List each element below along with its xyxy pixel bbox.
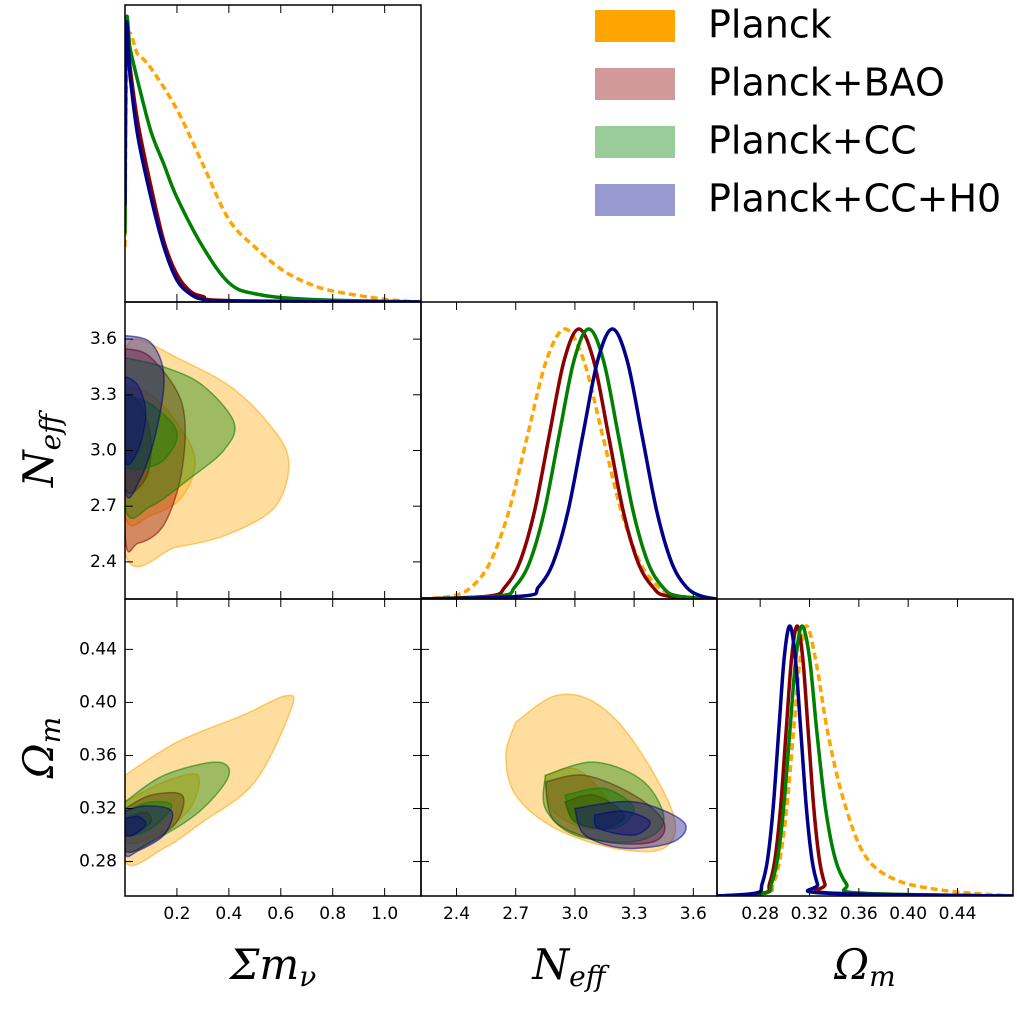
- legend-swatch: [595, 10, 675, 42]
- density-line: [421, 327, 717, 599]
- density-line: [421, 327, 717, 599]
- panel: [505, 693, 687, 853]
- x-tick-label: 2.7: [502, 904, 529, 924]
- panel-frame: [716, 598, 1014, 897]
- panel: [125, 334, 290, 568]
- density-line: [421, 327, 717, 599]
- y-axis-label: Ωm: [14, 717, 67, 779]
- contour: [593, 810, 651, 836]
- contour: [125, 805, 174, 858]
- label-sub: ν: [299, 960, 316, 993]
- label-base: Ω: [833, 940, 869, 989]
- density-line: [717, 624, 1013, 896]
- y-tick-label: 2.4: [90, 552, 117, 572]
- contour: [542, 761, 665, 844]
- contour: [125, 375, 147, 466]
- contour: [544, 767, 616, 830]
- contour: [125, 694, 295, 867]
- contour: [125, 773, 201, 845]
- y-tick-label: 2.7: [90, 496, 117, 516]
- legend-label: Planck+BAO: [708, 61, 945, 105]
- density-line: [717, 624, 1013, 896]
- x-tick-label: 0.2: [163, 904, 190, 924]
- x-tick-label: 1.0: [371, 904, 398, 924]
- y-tick-label: 0.32: [79, 798, 117, 818]
- contour: [125, 815, 147, 837]
- legend-swatch: [595, 184, 675, 216]
- x-axis-label: Ωm: [833, 940, 895, 993]
- contour: [125, 800, 173, 837]
- contour: [125, 811, 153, 837]
- contour: [125, 791, 185, 854]
- x-tick-label: 0.8: [319, 904, 346, 924]
- x-tick-label: 2.4: [443, 904, 470, 924]
- density-line: [717, 624, 1013, 896]
- density-line: [125, 31, 421, 302]
- y-tick-label: 3.6: [90, 329, 117, 349]
- panel: [125, 14, 421, 302]
- x-tick-label: 0.40: [889, 904, 927, 924]
- label-base: Ω: [14, 743, 63, 779]
- label-base: N: [14, 449, 63, 488]
- legend-label: Planck+CC: [708, 119, 917, 163]
- label-sub: eff: [34, 410, 67, 451]
- contour: [125, 356, 236, 520]
- panel: [421, 327, 717, 599]
- x-tick-label: 3.0: [561, 904, 588, 924]
- y-tick-label: 0.28: [79, 852, 117, 872]
- legend-swatch: [595, 126, 675, 158]
- x-tick-label: 3.6: [680, 904, 707, 924]
- label-sub: m: [34, 717, 67, 744]
- label-sub: eff: [569, 960, 610, 993]
- x-tick-label: 0.4: [215, 904, 242, 924]
- x-axis-label: Σmν: [228, 940, 317, 993]
- x-axis-label: Neff: [531, 940, 609, 993]
- density-line: [125, 20, 421, 302]
- x-tick-label: 0.36: [840, 904, 878, 924]
- label-sub: m: [869, 960, 896, 993]
- x-tick-label: 0.44: [939, 904, 977, 924]
- legend-label: Planck+CC+H0: [708, 177, 1001, 221]
- y-tick-label: 3.0: [90, 441, 117, 461]
- y-tick-label: 3.3: [90, 385, 117, 405]
- panel: [717, 624, 1013, 896]
- density-line: [421, 327, 717, 599]
- panel: [125, 694, 295, 867]
- contour: [564, 787, 635, 830]
- y-tick-label: 0.44: [79, 639, 117, 659]
- x-tick-label: 0.6: [267, 904, 294, 924]
- y-tick-label: 0.40: [79, 692, 117, 712]
- y-axis-label: Neff: [14, 410, 67, 488]
- legend-swatch: [595, 68, 675, 100]
- label-base: Σm: [228, 940, 300, 989]
- density-line: [125, 14, 421, 302]
- x-tick-label: 3.3: [621, 904, 648, 924]
- contour: [125, 761, 231, 853]
- x-tick-label: 0.28: [741, 904, 779, 924]
- legend-label: Planck: [708, 3, 832, 47]
- x-tick-label: 0.32: [791, 904, 829, 924]
- y-tick-label: 0.36: [79, 745, 117, 765]
- label-base: N: [531, 940, 570, 989]
